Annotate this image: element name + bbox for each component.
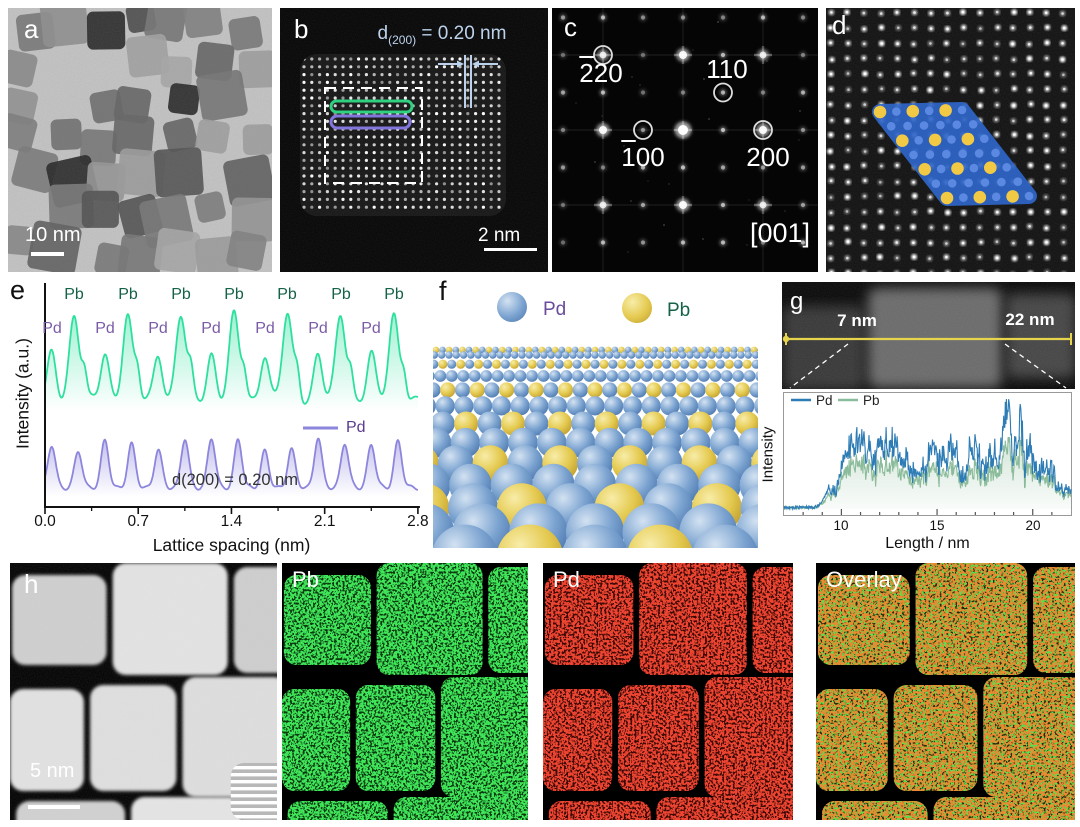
line-profile-plot xyxy=(44,283,420,514)
d-spacing-annotation: d(200) = 0.20 nm xyxy=(342,23,542,47)
scale-bar-b xyxy=(484,248,537,251)
g-x-tick-label: 20 xyxy=(1025,518,1041,533)
panel-g-line-scan: g 7 nm 22 nm Pd Pb Intensity Length / nm… xyxy=(760,278,1080,560)
g-x-axis-label: Length / nm xyxy=(885,535,970,552)
pd-map-label: Pd xyxy=(553,567,580,592)
peak-label-pb: Pb xyxy=(64,286,84,303)
e-x-axis-label: Lattice spacing (nm) xyxy=(152,535,311,555)
scale-bar-h xyxy=(28,805,80,809)
peak-label-pb: Pb xyxy=(224,286,244,303)
spot-label-100: 100 xyxy=(605,144,681,170)
panel-h-pb-map: Pb xyxy=(282,563,528,820)
spot-220-bar: 2 xyxy=(579,58,594,88)
peak-label-pd: Pd xyxy=(95,320,115,337)
d-spacing-sub: (200) xyxy=(388,32,417,47)
atomic-columns-image xyxy=(826,8,1075,272)
panel-a-tem-image: a 10 nm xyxy=(8,8,272,272)
g-legend-pb-label: Pb xyxy=(863,393,880,408)
spot-110-rest: 110 xyxy=(706,54,748,84)
g-y-axis-label: Intensity xyxy=(759,426,777,483)
peak-label-pd: Pd xyxy=(308,320,328,337)
panel-d-atomic-overlay-image: d xyxy=(826,8,1075,272)
panel-c-fft-pattern: c 220 110 100 200 [001] xyxy=(552,8,818,272)
g-x-tick-label: 10 xyxy=(833,518,849,533)
g-x-tick-label: 15 xyxy=(929,518,945,533)
peak-label-pb: Pb xyxy=(118,286,138,303)
panel-b-haadf-image: b d(200) = 0.20 nm 2 nm xyxy=(280,8,548,272)
haadf-cubes-image xyxy=(10,563,277,820)
panel-label-f: f xyxy=(439,276,447,306)
zone-axis-label: [001] xyxy=(749,218,810,248)
spot-100-rest: 00 xyxy=(635,142,665,172)
d-spacing-prefix: d xyxy=(377,23,389,44)
panel-label-a: a xyxy=(24,14,39,44)
e-x-tick-label: 0.0 xyxy=(34,513,56,530)
panel-e-intensity-profile-chart: e Intensity (a.u.) Lattice spacing (nm) … xyxy=(0,273,432,563)
scale-bar-label-a: 10 nm xyxy=(25,224,81,246)
spot-label-220: 220 xyxy=(561,60,641,86)
g-legend-pd-label: Pd xyxy=(816,393,833,408)
panel-label-c: c xyxy=(564,12,577,42)
scale-bar-label-h: 5 nm xyxy=(30,760,75,782)
spot-220-rest: 20 xyxy=(593,58,623,88)
pd-sphere-icon xyxy=(497,292,527,322)
panel-label-h: h xyxy=(24,569,39,599)
e-x-tick-label: 0.7 xyxy=(127,513,149,530)
peak-label-pb: Pb xyxy=(277,286,297,303)
e-x-tick-label: 2.1 xyxy=(313,513,336,530)
panel-label-g: g xyxy=(790,288,804,315)
f-legend-pb-label: Pb xyxy=(667,300,691,321)
scan-start-label: 7 nm xyxy=(837,311,877,330)
peak-label-pb: Pb xyxy=(331,286,351,303)
overlay-map-label: Overlay xyxy=(826,567,902,592)
panel-h-overlay-map: Overlay xyxy=(816,563,1075,820)
pd-eds-map-image xyxy=(543,563,793,820)
panel-label-b: b xyxy=(294,14,309,44)
peak-label-pd: Pd xyxy=(148,320,168,337)
linescan-plot xyxy=(783,392,1072,516)
scan-end-label: 22 nm xyxy=(1005,310,1055,329)
e-x-tick-label: 2.8 xyxy=(407,513,429,530)
e-y-axis-label: Intensity (a.u.) xyxy=(12,338,33,449)
panel-label-d: d xyxy=(832,10,847,40)
panel-f-atomic-model: f Pd Pb xyxy=(433,276,758,548)
peak-label-pd: Pd xyxy=(255,320,275,337)
e-x-tick-label: 1.4 xyxy=(220,513,243,530)
pb-map-label: Pb xyxy=(292,567,319,592)
scale-bar-label-b: 2 nm xyxy=(478,225,521,246)
stem-linescan-image xyxy=(782,282,1075,389)
d-spacing-value: = 0.20 nm xyxy=(416,23,507,44)
peak-label-pd: Pd xyxy=(201,320,221,337)
panel-h-haadf-map: h 5 nm xyxy=(10,563,277,820)
e-legend-pd-label: Pd xyxy=(346,419,366,436)
f-legend-pd-label: Pd xyxy=(543,299,567,320)
peak-label-pd: Pd xyxy=(42,320,62,337)
sphere-model-image xyxy=(433,346,758,548)
diffraction-pattern-image xyxy=(552,8,818,272)
panel-label-e: e xyxy=(10,275,26,305)
atomic-lattice-image xyxy=(280,8,548,272)
scale-bar-a xyxy=(31,252,64,256)
panel-h-pd-map: Pd xyxy=(543,563,793,820)
spot-100-bar: 1 xyxy=(621,142,636,172)
spot-label-200: 200 xyxy=(730,144,806,170)
pb-eds-map-image xyxy=(282,563,528,820)
spot-label-110: 110 xyxy=(689,56,765,82)
spot-200-rest: 200 xyxy=(746,142,790,172)
pb-sphere-icon xyxy=(622,293,652,323)
peak-label-pb: Pb xyxy=(384,286,404,303)
peak-label-pb: Pb xyxy=(171,286,191,303)
e-d-spacing-annotation: d(200) = 0.20 nm xyxy=(171,471,299,489)
tem-nanocubes-image xyxy=(8,8,272,272)
overlay-eds-map-image xyxy=(816,563,1075,820)
peak-label-pd: Pd xyxy=(361,320,381,337)
